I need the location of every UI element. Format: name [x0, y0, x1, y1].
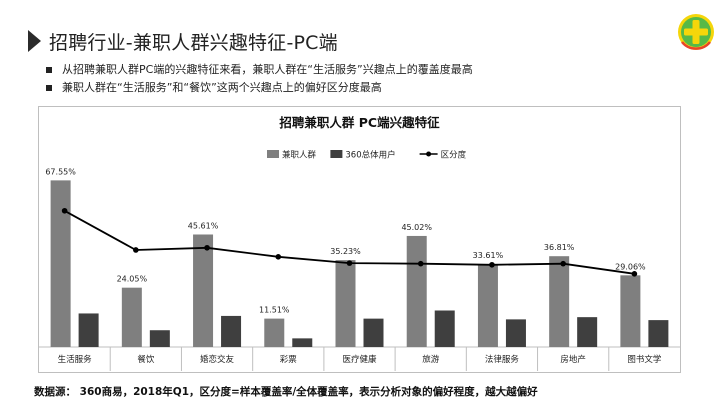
bar-part-time: [335, 260, 356, 347]
page-title: 招聘行业-兼职人群兴趣特征-PC端: [49, 31, 338, 54]
category-label: 法律服务: [485, 354, 520, 365]
bar-part-time: [549, 256, 570, 347]
bullet-square-icon: [46, 85, 52, 91]
line-point: [560, 260, 566, 267]
legend-swatch: [267, 150, 279, 158]
category-label: 彩票: [280, 354, 298, 365]
bar-data-label: 29.06%: [615, 262, 646, 271]
bar-part-time: [406, 235, 427, 347]
bar-data-label: 24.05%: [117, 275, 148, 284]
line-point: [133, 247, 139, 253]
bar-data-label: 36.81%: [544, 243, 575, 252]
bar-all-users: [505, 319, 526, 347]
legend-line-marker: [426, 151, 432, 157]
bullet-text: 从招聘兼职人群PC端的兴趣特征来看，兼职人群在“生活服务”兴趣点上的覆盖度最高: [62, 63, 473, 76]
chart-title: 招聘兼职人群 PC端兴趣特征: [279, 115, 440, 130]
title-bar: 招聘行业-兼职人群兴趣特征-PC端: [28, 28, 338, 54]
category-label: 房地产: [560, 354, 586, 365]
bar-all-users: [363, 318, 384, 347]
bullet-square-icon: [46, 67, 52, 73]
legend-swatch: [330, 150, 343, 158]
bar-data-label: 45.02%: [401, 223, 432, 232]
bar-part-time: [193, 234, 214, 347]
bar-data-label: 35.23%: [330, 247, 361, 256]
category-label: 餐饮: [137, 354, 155, 365]
line-point: [417, 260, 424, 267]
line-point: [61, 207, 68, 214]
line-point: [489, 261, 495, 268]
bar-all-users: [292, 338, 313, 347]
bullet-list: 从招聘兼职人群PC端的兴趣特征来看，兼职人群在“生活服务”兴趣点上的覆盖度最高 …: [46, 61, 473, 97]
category-label: 图书文学: [627, 354, 662, 365]
bar-data-label: 11.51%: [259, 306, 290, 315]
bar-all-users: [149, 330, 170, 347]
bar-part-time: [477, 264, 498, 347]
title-arrow-icon: [28, 30, 41, 52]
data-source-note: 数据源： 360商易，2018年Q1，区分度=样本覆盖率/全体覆盖率，表示分析对…: [34, 386, 538, 398]
category-label: 旅游: [422, 354, 440, 365]
bullet-text: 兼职人群在“生活服务”和“餐饮”这两个兴趣点上的偏好区分度最高: [62, 81, 382, 94]
bar-data-label: 45.61%: [188, 221, 219, 230]
legend-label: 360总体用户: [345, 150, 395, 161]
bar-all-users: [577, 317, 598, 347]
line-point: [346, 260, 353, 266]
line-point: [631, 271, 638, 277]
bar-all-users: [221, 315, 242, 347]
legend-label: 兼职人群: [282, 150, 317, 161]
bar-part-time: [121, 287, 142, 347]
bar-data-label: 33.61%: [473, 251, 504, 260]
category-label: 生活服务: [58, 354, 93, 365]
360-plus-logo-icon: [678, 14, 714, 50]
bar-part-time: [620, 275, 641, 347]
bullet-item: 兼职人群在“生活服务”和“餐饮”这两个兴趣点上的偏好区分度最高: [46, 79, 473, 97]
bar-part-time: [50, 180, 71, 347]
bar-all-users: [434, 310, 455, 347]
bar-all-users: [648, 320, 669, 347]
line-point: [204, 244, 210, 251]
bar-data-label: 67.55%: [45, 167, 76, 176]
line-point: [275, 254, 282, 260]
legend-label: 区分度: [441, 150, 467, 161]
bullet-item: 从招聘兼职人群PC端的兴趣特征来看，兼职人群在“生活服务”兴趣点上的覆盖度最高: [46, 61, 473, 79]
chart-frame: 招聘兼职人群 PC端兴趣特征兼职人群 360总体用户 区分度 67.55% 生活服务 24…: [38, 106, 681, 373]
bar-all-users: [78, 313, 99, 347]
category-label: 医疗健康: [342, 354, 377, 365]
bar-part-time: [264, 318, 285, 347]
category-label: 婚恋交友: [200, 354, 235, 365]
